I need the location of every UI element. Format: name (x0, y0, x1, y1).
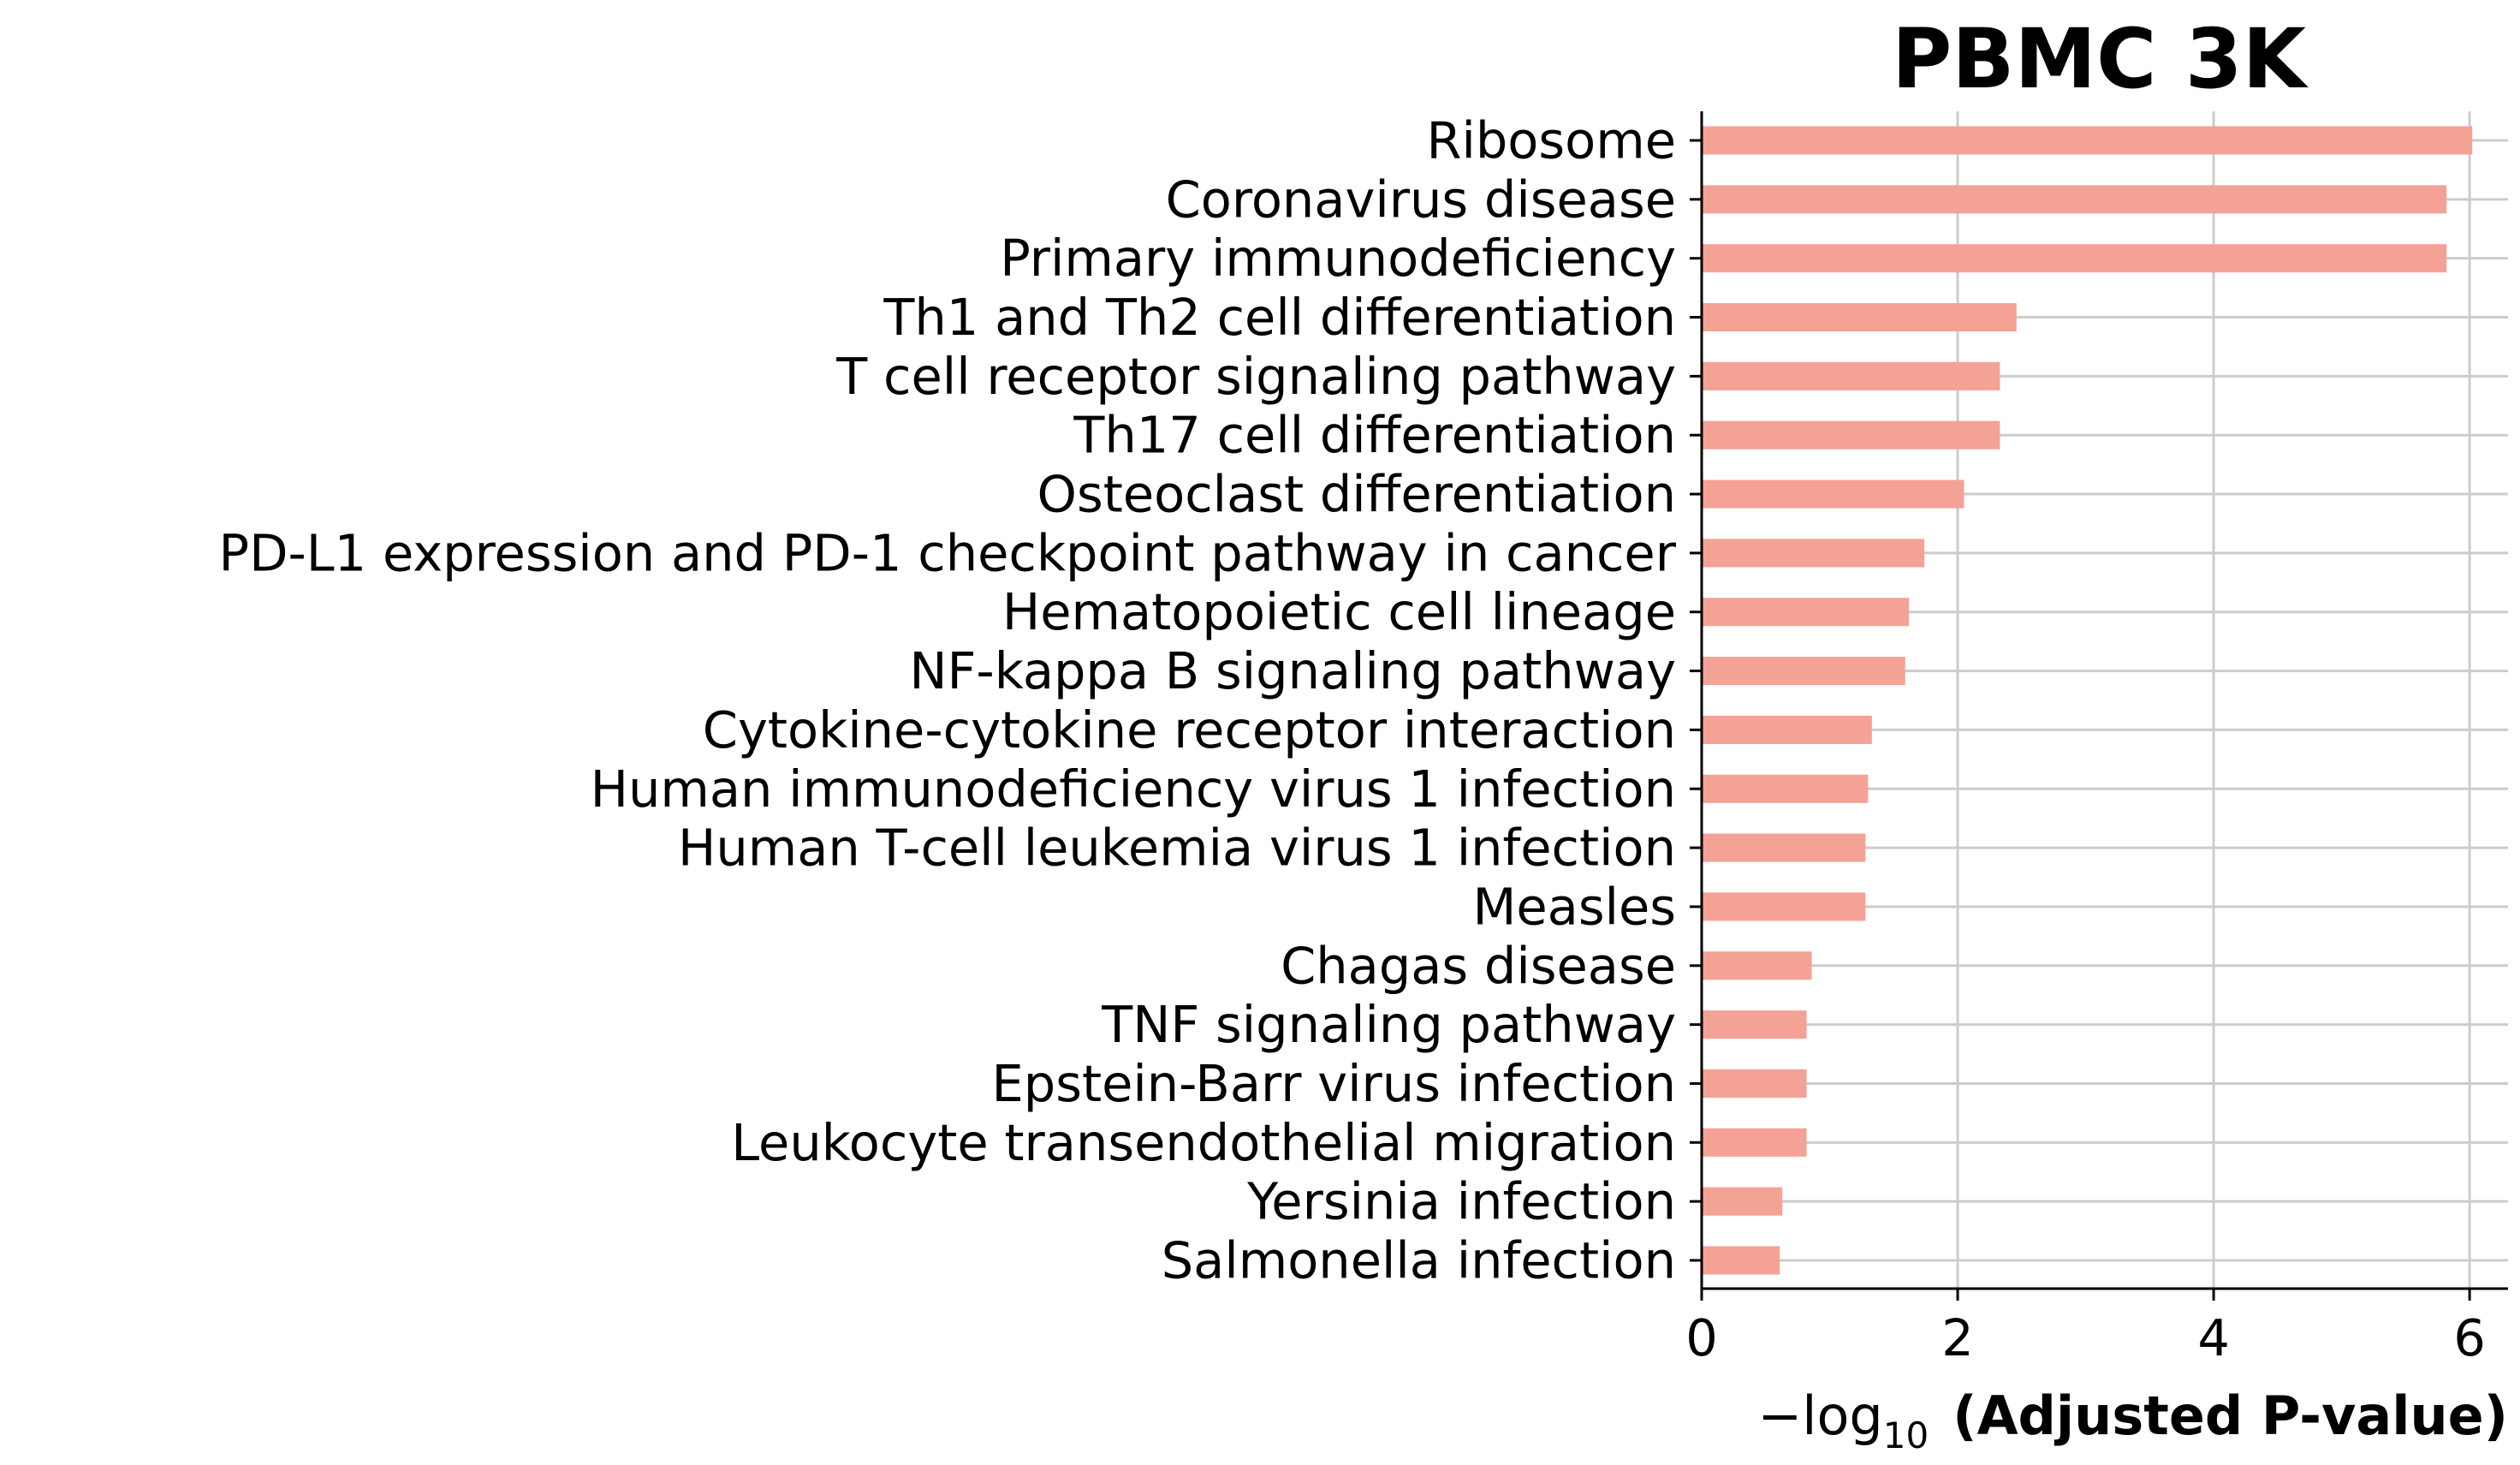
category-label-19: Salmonella infection (1162, 1231, 1676, 1290)
bar-12 (1702, 833, 1866, 862)
x-tick-label-1: 2 (1941, 1308, 1974, 1367)
category-label-11: Human immunodeficiency virus 1 infection (591, 759, 1676, 819)
x-tick-label-3: 6 (2453, 1308, 2486, 1367)
category-label-7: PD-L1 expression and PD-1 checkpoint pat… (218, 523, 1676, 582)
bar-10 (1702, 715, 1872, 744)
bar-11 (1702, 774, 1869, 803)
category-label-4: T cell receptor signaling pathway (835, 347, 1676, 406)
bar-17 (1702, 1128, 1807, 1157)
category-label-12: Human T-cell leukemia virus 1 infection (678, 819, 1676, 878)
x-axis-label: −log10 (Adjusted P-value) (1757, 1385, 2508, 1456)
bar-7 (1702, 539, 1925, 568)
x-axis-label-subscript: 10 (1883, 1414, 1929, 1456)
chart-title: PBMC 3K (1892, 11, 2309, 107)
category-label-1: Coronavirus disease (1166, 170, 1676, 229)
bar-6 (1702, 479, 1964, 509)
bar-5 (1702, 420, 2000, 450)
bar-8 (1702, 598, 1910, 627)
bar-0 (1702, 126, 2473, 155)
bars (1702, 126, 2473, 1275)
x-tick-label-0: 0 (1685, 1308, 1718, 1367)
category-label-18: Yersinia infection (1246, 1172, 1676, 1231)
x-axis-label-main: (Adjusted P-value) (1952, 1385, 2508, 1447)
category-label-3: Th1 and Th2 cell differentiation (883, 288, 1676, 347)
x-axis-label-prefix: −log (1757, 1385, 1882, 1447)
category-label-17: Leukocyte transendothelial migration (731, 1113, 1676, 1172)
bar-3 (1702, 303, 2017, 332)
category-label-9: NF-kappa B signaling pathway (909, 641, 1676, 700)
x-tick-label-2: 4 (2197, 1308, 2230, 1367)
grid-lines (1700, 111, 2508, 1289)
category-label-16: Epstein-Barr virus infection (992, 1054, 1677, 1113)
category-label-5: Th17 cell differentiation (1073, 406, 1676, 465)
category-label-10: Cytokine-cytokine receptor interaction (703, 700, 1676, 759)
x-tick-labels: 0 2 4 6 (1685, 1308, 2486, 1367)
bar-15 (1702, 1010, 1807, 1039)
category-label-8: Hematopoietic cell lineage (1002, 582, 1676, 641)
bar-16 (1702, 1069, 1807, 1098)
category-label-15: TNF signaling pathway (1101, 995, 1676, 1054)
axes (1690, 111, 2508, 1301)
category-label-13: Measles (1472, 877, 1676, 936)
bar-9 (1702, 657, 1905, 686)
category-label-6: Osteoclast differentiation (1037, 465, 1676, 524)
bar-19 (1702, 1246, 1780, 1275)
category-label-2: Primary immunodeficiency (1000, 229, 1676, 288)
bar-13 (1702, 892, 1866, 921)
category-label-0: Ribosome (1426, 111, 1676, 170)
bar-18 (1702, 1187, 1783, 1216)
category-label-14: Chagas disease (1281, 936, 1676, 995)
bar-4 (1702, 361, 2000, 390)
bar-1 (1702, 185, 2447, 214)
bar-2 (1702, 244, 2447, 273)
bar-14 (1702, 951, 1812, 980)
